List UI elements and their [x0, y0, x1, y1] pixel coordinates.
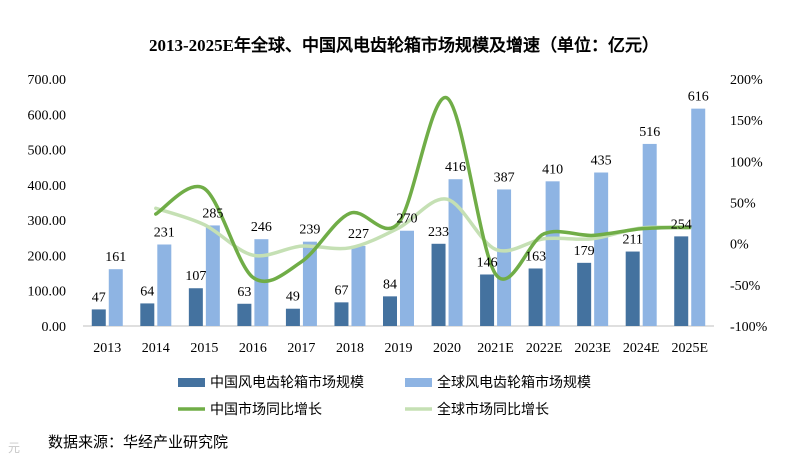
- data-label-china-market-size: 163: [525, 249, 546, 264]
- data-label-china-market-size: 64: [140, 284, 154, 299]
- line-global-growth: [154, 197, 692, 258]
- x-tick-label: 2017: [287, 341, 315, 356]
- legend: 中国风电齿轮箱市场规模 全球风电齿轮箱市场规模 中国市场同比增长 全球市场同比增…: [178, 374, 591, 418]
- bar-global-market-size: [642, 143, 657, 326]
- legend-label-global-market-size: 全球风电齿轮箱市场规模: [437, 374, 591, 391]
- data-label-china-market-size: 63: [237, 285, 251, 300]
- data-label-china-market-size: 211: [622, 233, 642, 248]
- data-label-global-market-size: 231: [154, 225, 175, 240]
- chart-title: 2013-2025E年全球、中国风电齿轮箱市场规模及增速（单位：亿元）: [149, 35, 659, 55]
- right-tick-label: 100%: [730, 155, 763, 170]
- x-tick-label: 2019: [385, 341, 413, 356]
- bar-china-market-size: [431, 243, 446, 326]
- bar-global-market-size: [157, 244, 172, 326]
- data-label-global-market-size: 239: [299, 223, 320, 238]
- x-tick-label: 2015: [190, 341, 218, 356]
- right-tick-label: 200%: [730, 73, 763, 88]
- left-tick-label: 100.00: [28, 285, 67, 300]
- data-label-global-market-size: 416: [445, 160, 466, 175]
- x-tick-label: 2023E: [574, 341, 611, 356]
- legend-swatch-global-market-size: [405, 378, 432, 387]
- left-axis: 0.00 100.00 200.00 300.00 400.00 500.00 600.00…: [28, 73, 67, 335]
- left-tick-label: 400.00: [28, 179, 67, 194]
- right-tick-label: 50%: [730, 197, 756, 212]
- bar-global-market-size: [545, 181, 560, 326]
- bar-labels: 47 161 64 231 107 285 63 246 49 239 67 227 84 270 233 4…: [92, 90, 709, 306]
- data-label-china-market-size: 179: [574, 244, 595, 259]
- data-label-china-market-size: 84: [383, 277, 397, 292]
- source-note: 数据来源：华经产业研究院: [48, 433, 228, 451]
- bar-china-market-size: [237, 303, 252, 326]
- data-label-china-market-size: 49: [286, 290, 300, 305]
- data-label-china-market-size: 47: [92, 290, 106, 305]
- legend-label-global-growth: 全球市场同比增长: [437, 401, 549, 418]
- data-label-global-market-size: 270: [397, 212, 418, 227]
- right-tick-label: -100%: [730, 320, 768, 335]
- right-tick-label: 150%: [730, 114, 763, 129]
- data-label-china-market-size: 233: [428, 225, 449, 240]
- bar-global-market-size: [302, 241, 317, 326]
- data-label-china-market-size: 107: [185, 269, 206, 284]
- data-label-global-market-size: 516: [639, 125, 660, 140]
- bar-china-market-size: [140, 303, 155, 326]
- bar-china-market-size: [334, 302, 349, 326]
- bars: [91, 108, 706, 326]
- data-label-global-market-size: 161: [105, 250, 126, 265]
- data-label-global-market-size: 435: [591, 154, 612, 169]
- bar-global-market-size: [205, 225, 220, 326]
- x-tick-label: 2018: [336, 341, 364, 356]
- data-label-china-market-size: 146: [477, 255, 498, 270]
- bar-china-market-size: [91, 309, 106, 326]
- data-label-global-market-size: 387: [494, 170, 515, 185]
- bar-global-market-size: [448, 179, 463, 326]
- data-label-global-market-size: 246: [251, 220, 272, 235]
- left-tick-label: 300.00: [28, 214, 67, 229]
- right-tick-label: 0%: [730, 238, 749, 253]
- bar-global-market-size: [594, 172, 609, 326]
- bar-china-market-size: [528, 268, 543, 326]
- legend-label-china-market-size: 中国风电齿轮箱市场规模: [210, 374, 364, 391]
- watermark-text: 元: [8, 441, 20, 455]
- legend-label-china-growth: 中国市场同比增长: [210, 401, 322, 418]
- bar-global-market-size: [400, 230, 414, 326]
- x-axis: 2013 2014 2015 2016 2017 2018 2019 2020 2021E 202…: [93, 341, 708, 356]
- x-tick-label: 2013: [93, 341, 121, 356]
- data-label-china-market-size: 254: [671, 217, 692, 232]
- data-label-global-market-size: 410: [542, 162, 563, 177]
- bar-china-market-size: [383, 296, 397, 326]
- legend-swatch-china-market-size: [178, 378, 205, 387]
- data-label-global-market-size: 227: [348, 227, 369, 242]
- data-label-global-market-size: 616: [688, 90, 709, 105]
- bar-global-market-size: [691, 108, 706, 326]
- bar-global-market-size: [497, 189, 512, 326]
- x-tick-label: 2024E: [623, 341, 660, 356]
- x-tick-label: 2016: [239, 341, 267, 356]
- bar-china-market-size: [285, 308, 300, 326]
- lines: [154, 96, 692, 284]
- bar-china-market-size: [577, 262, 592, 326]
- right-axis: -100% -50% 0% 50% 100% 150% 200%: [730, 73, 768, 335]
- bar-china-market-size: [674, 236, 689, 326]
- x-tick-label: 2014: [142, 341, 170, 356]
- left-tick-label: 700.00: [28, 73, 67, 88]
- data-label-china-market-size: 67: [334, 283, 348, 298]
- left-tick-label: 200.00: [28, 249, 67, 264]
- left-tick-label: 500.00: [28, 144, 67, 159]
- bar-china-market-size: [625, 251, 640, 326]
- line-china-growth: [154, 96, 692, 284]
- x-tick-label: 2021E: [477, 341, 514, 356]
- bar-china-market-size: [480, 274, 495, 326]
- bar-global-market-size: [108, 269, 123, 326]
- bar-global-market-size: [351, 245, 366, 326]
- bar-china-market-size: [188, 288, 203, 326]
- right-tick-label: -50%: [730, 279, 761, 294]
- left-tick-label: 600.00: [28, 108, 67, 123]
- x-tick-label: 2020: [433, 341, 461, 356]
- data-label-global-market-size: 285: [202, 206, 223, 221]
- left-tick-label: 0.00: [42, 320, 67, 335]
- x-tick-label: 2025E: [671, 341, 708, 356]
- x-tick-label: 2022E: [526, 341, 563, 356]
